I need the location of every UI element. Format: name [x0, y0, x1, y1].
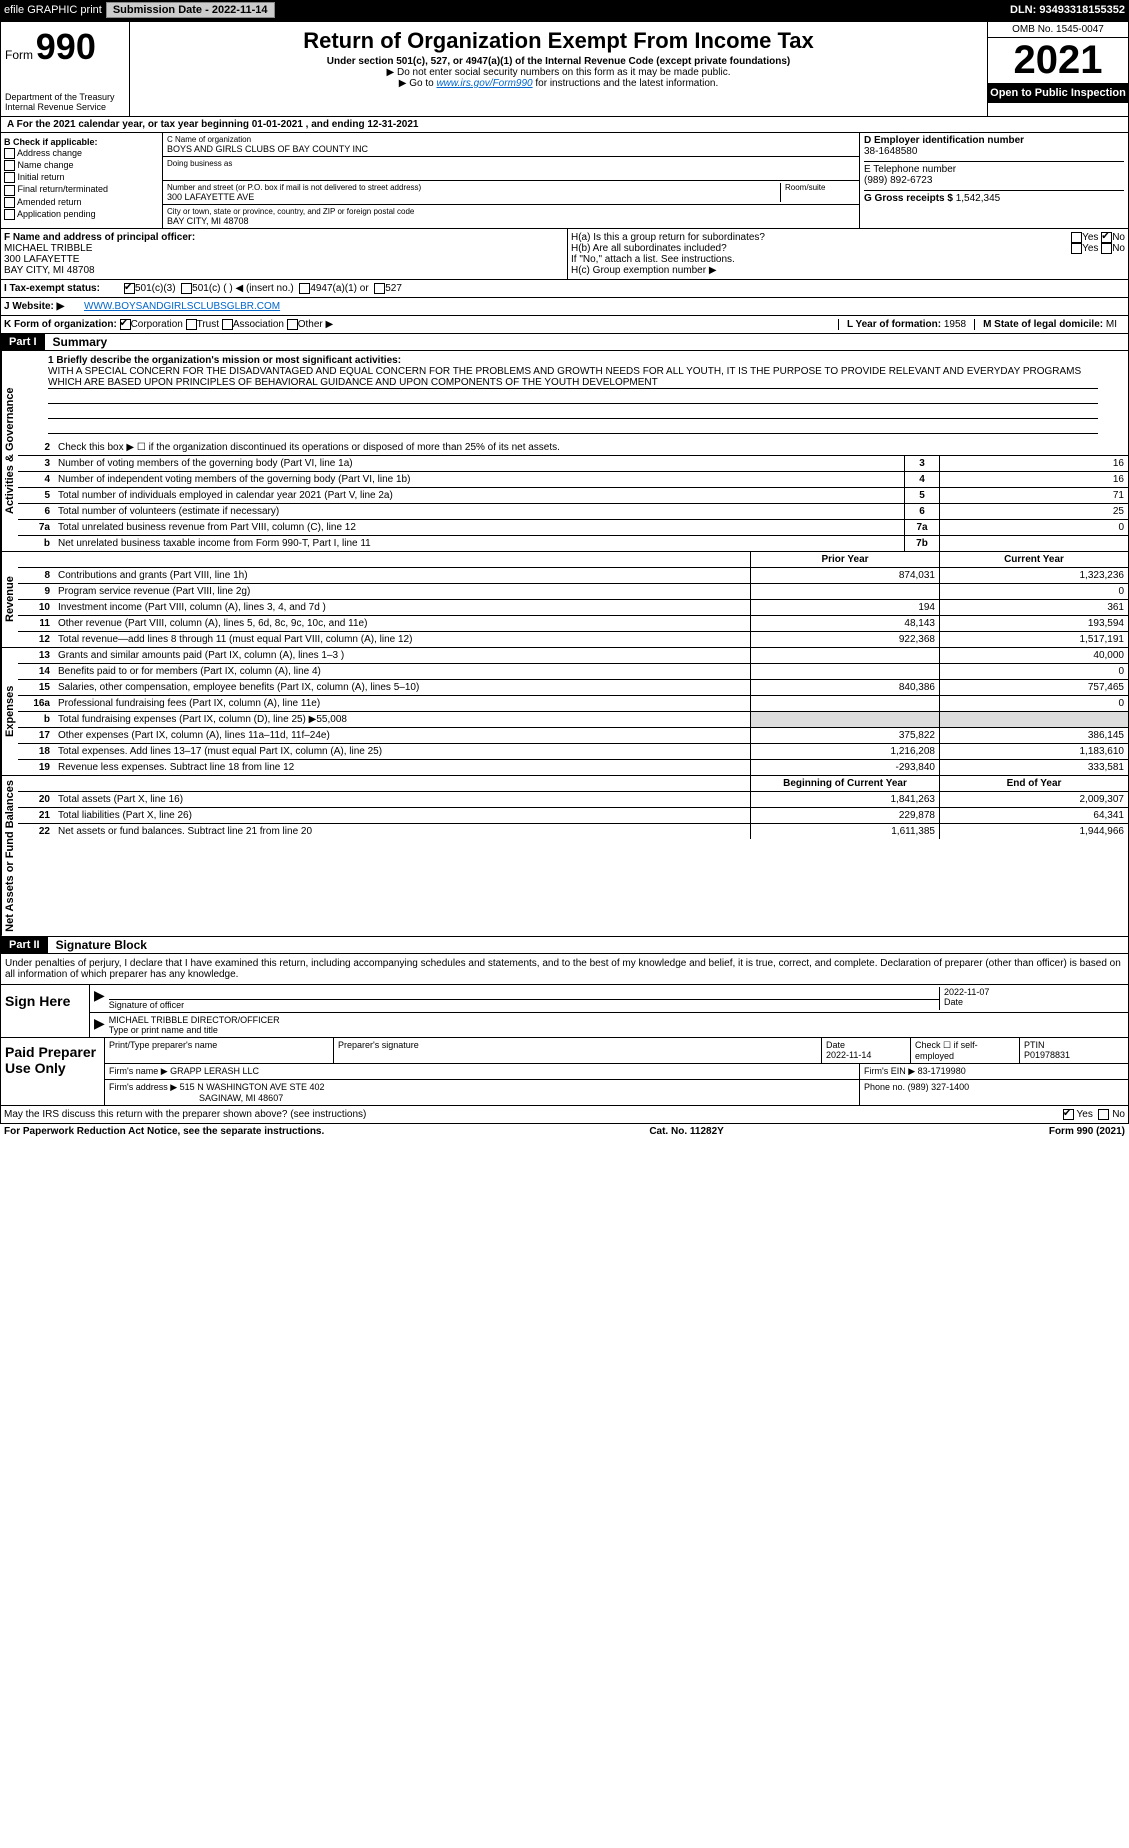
- efile-header: efile GRAPHIC print Submission Date - 20…: [0, 0, 1129, 20]
- form-990-number: 990: [36, 26, 96, 67]
- checkbox-501c3[interactable]: [124, 283, 135, 294]
- box-h: H(a) Is this a group return for subordin…: [568, 229, 1128, 279]
- checkbox-other[interactable]: [287, 319, 298, 330]
- box-j: J Website: ▶ WWW.BOYSANDGIRLSCLUBSGLBR.C…: [0, 298, 1129, 316]
- ein-value: 38-1648580: [864, 146, 1124, 157]
- side-label-revenue: Revenue: [1, 552, 18, 647]
- box-b: B Check if applicable: Address change Na…: [1, 133, 163, 228]
- checkbox-initial-return[interactable]: [4, 172, 15, 183]
- phone-value: (989) 892-6723: [864, 175, 1124, 186]
- net-assets-section: Net Assets or Fund Balances Beginning of…: [0, 776, 1129, 937]
- main-info-block: B Check if applicable: Address change Na…: [0, 133, 1129, 229]
- checkbox-hb-no[interactable]: [1101, 243, 1112, 254]
- box-f: F Name and address of principal officer:…: [1, 229, 568, 279]
- part1-header: Part I Summary: [0, 334, 1129, 351]
- officer-name: MICHAEL TRIBBLE DIRECTOR/OFFICER: [109, 1015, 1124, 1025]
- submission-date-button[interactable]: Submission Date - 2022-11-14: [106, 2, 275, 18]
- tax-year: 2021: [988, 38, 1128, 83]
- sign-here-block: Sign Here ▶ Signature of officer 2022-11…: [0, 985, 1129, 1038]
- signature-declaration: Under penalties of perjury, I declare th…: [0, 954, 1129, 985]
- checkbox-501c[interactable]: [181, 283, 192, 294]
- checkbox-527[interactable]: [374, 283, 385, 294]
- discuss-row: May the IRS discuss this return with the…: [0, 1106, 1129, 1124]
- checkbox-final-return[interactable]: [4, 185, 15, 196]
- checkbox-trust[interactable]: [186, 319, 197, 330]
- arrow-icon: ▶: [94, 987, 105, 1010]
- arrow-icon: ▶: [94, 1015, 105, 1035]
- org-name: BOYS AND GIRLS CLUBS OF BAY COUNTY INC: [167, 144, 855, 154]
- checkbox-ha-yes[interactable]: [1071, 232, 1082, 243]
- page-footer: For Paperwork Reduction Act Notice, see …: [0, 1124, 1129, 1139]
- omb-number: OMB No. 1545-0047: [988, 22, 1128, 38]
- box-deg: D Employer identification number 38-1648…: [860, 133, 1128, 228]
- irs-link[interactable]: www.irs.gov/Form990: [436, 78, 532, 89]
- irs-label: Internal Revenue Service: [5, 102, 125, 112]
- box-klm: K Form of organization: Corporation Trus…: [0, 316, 1129, 334]
- box-i: I Tax-exempt status: 501(c)(3) 501(c) ( …: [0, 280, 1129, 298]
- dln-label: DLN: 93493318155352: [1010, 4, 1125, 16]
- mission-text: WITH A SPECIAL CONCERN FOR THE DISADVANT…: [48, 366, 1098, 389]
- part2-header: Part II Signature Block: [0, 937, 1129, 954]
- checkbox-discuss-no[interactable]: [1098, 1109, 1109, 1120]
- org-city: BAY CITY, MI 48708: [167, 216, 855, 226]
- side-label-expenses: Expenses: [1, 648, 18, 775]
- website-link[interactable]: WWW.BOYSANDGIRLSCLUBSGLBR.COM: [84, 301, 280, 312]
- form-header: Form 990 Department of the Treasury Inte…: [0, 20, 1129, 117]
- checkbox-4947[interactable]: [299, 283, 310, 294]
- section-fh: F Name and address of principal officer:…: [0, 229, 1129, 280]
- checkbox-address-change[interactable]: [4, 148, 15, 159]
- form-note2: ▶ Go to www.irs.gov/Form990 for instruct…: [134, 78, 983, 89]
- checkbox-app-pending[interactable]: [4, 209, 15, 220]
- checkbox-name-change[interactable]: [4, 160, 15, 171]
- side-label-net-assets: Net Assets or Fund Balances: [1, 776, 18, 936]
- checkbox-amended[interactable]: [4, 197, 15, 208]
- efile-label: efile GRAPHIC print: [4, 4, 102, 16]
- side-label-governance: Activities & Governance: [1, 351, 18, 551]
- paid-preparer-block: Paid Preparer Use Only Print/Type prepar…: [0, 1038, 1129, 1106]
- checkbox-assoc[interactable]: [222, 319, 233, 330]
- line-a: A For the 2021 calendar year, or tax yea…: [0, 117, 1129, 133]
- form-number-box: Form 990 Department of the Treasury Inte…: [1, 22, 130, 116]
- form-title: Return of Organization Exempt From Incom…: [134, 28, 983, 54]
- firm-name: GRAPP LERASH LLC: [170, 1066, 259, 1076]
- checkbox-ha-no[interactable]: [1101, 232, 1112, 243]
- gross-receipts: 1,542,345: [956, 193, 1001, 204]
- open-public-badge: Open to Public Inspection: [988, 83, 1128, 103]
- activities-governance-section: Activities & Governance 1 Briefly descri…: [0, 351, 1129, 552]
- form-subtitle: Under section 501(c), 527, or 4947(a)(1)…: [134, 56, 983, 67]
- form-word: Form: [5, 48, 33, 62]
- checkbox-corp[interactable]: [120, 319, 131, 330]
- checkbox-hb-yes[interactable]: [1071, 243, 1082, 254]
- dept-label: Department of the Treasury: [5, 92, 125, 102]
- checkbox-discuss-yes[interactable]: [1063, 1109, 1074, 1120]
- box-c: C Name of organization BOYS AND GIRLS CL…: [163, 133, 860, 228]
- form-note1: ▶ Do not enter social security numbers o…: [134, 67, 983, 78]
- expenses-section: Expenses 13Grants and similar amounts pa…: [0, 648, 1129, 776]
- revenue-section: Revenue Prior YearCurrent Year 8Contribu…: [0, 552, 1129, 648]
- year-box: OMB No. 1545-0047 2021 Open to Public In…: [987, 22, 1128, 116]
- title-box: Return of Organization Exempt From Incom…: [130, 22, 987, 116]
- org-address: 300 LAFAYETTE AVE: [167, 192, 780, 202]
